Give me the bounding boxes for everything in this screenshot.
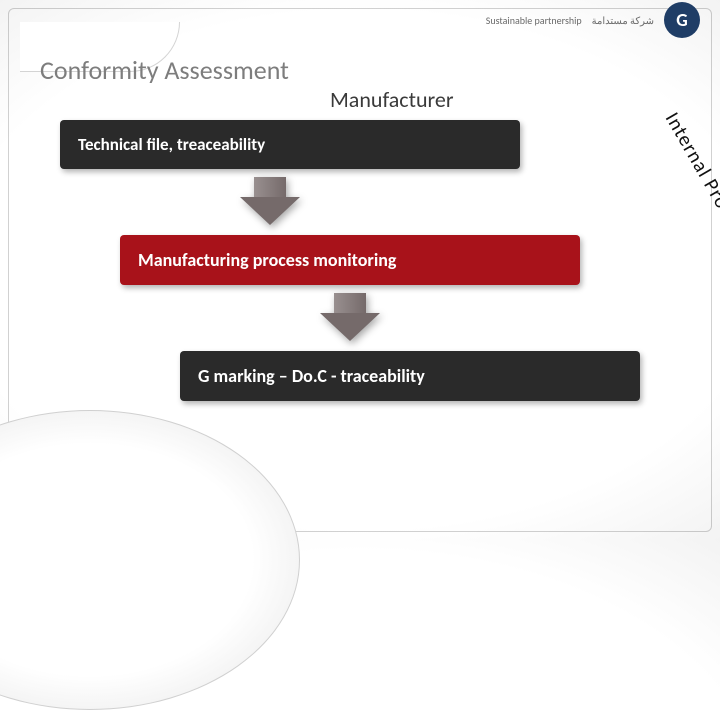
arrow-shaft: [334, 293, 366, 315]
topbar-text-left: Sustainable partnership: [486, 14, 582, 27]
step-technical-file: Technical file, treaceability: [60, 120, 520, 169]
page-title: Conformity Assessment: [40, 54, 289, 86]
step-manufacturing: Manufacturing process monitoring: [120, 235, 580, 285]
arrow-down-icon: [240, 177, 300, 225]
arrow-shaft: [254, 177, 286, 199]
topbar-text-right: شركة مستدامة: [592, 14, 654, 27]
arrow-2-wrap: [320, 293, 580, 341]
page-subtitle: Manufacturer: [330, 86, 454, 113]
arrow-down-icon: [320, 293, 380, 341]
step-g-marking: G marking – Do.C - traceability: [180, 351, 640, 401]
arrow-1-wrap: [240, 177, 580, 225]
logo-icon: G: [664, 2, 700, 38]
arrow-head: [240, 197, 300, 225]
arrow-head: [320, 313, 380, 341]
topbar: Sustainable partnership شركة مستدامة G: [486, 2, 700, 38]
flow-container: Technical file, treaceability Manufactur…: [60, 120, 580, 401]
logo-letter: G: [676, 9, 687, 31]
